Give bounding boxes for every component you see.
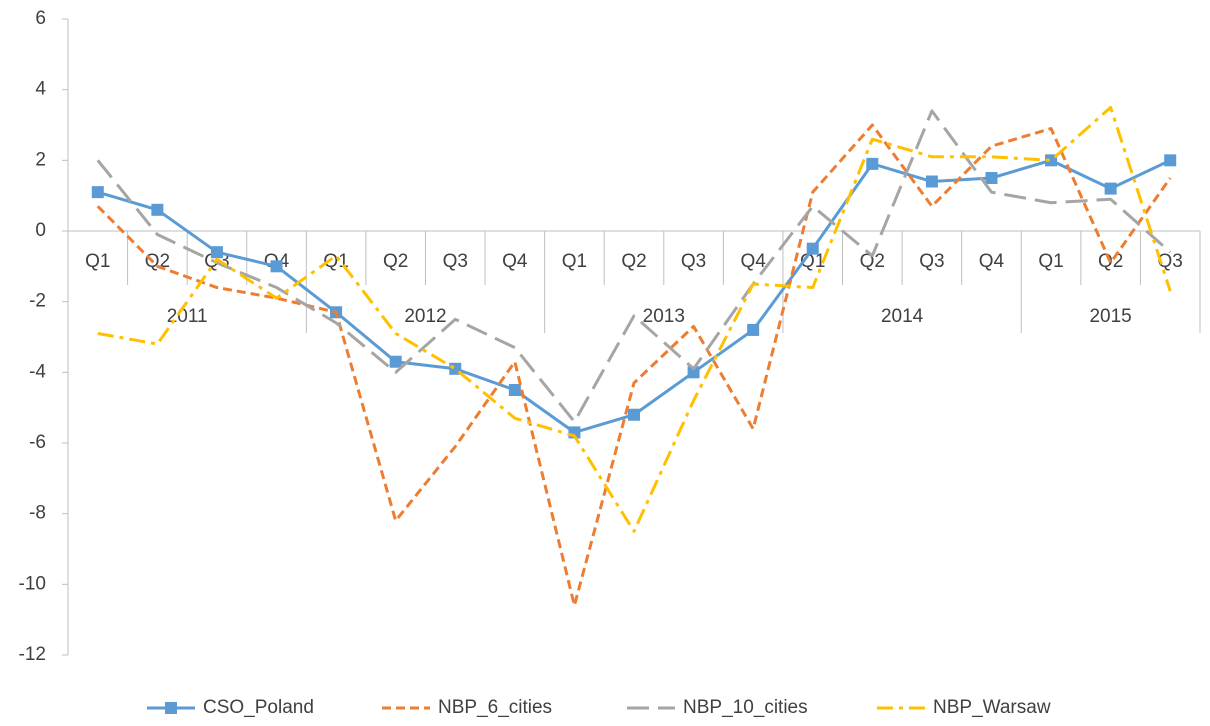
x-tick-label: Q2 (145, 251, 170, 272)
y-tick-label: -12 (19, 644, 46, 665)
x-group-label: 2012 (404, 306, 446, 327)
x-tick-label: Q2 (621, 251, 646, 272)
point-marker (925, 175, 938, 188)
point-marker (806, 242, 819, 255)
point-marker (687, 366, 700, 379)
y-tick-label: -8 (29, 503, 46, 524)
x-tick-label: Q4 (502, 251, 528, 272)
y-tick-label: 4 (35, 79, 46, 100)
y-tick-label: -6 (29, 432, 46, 453)
x-tick-label: Q3 (443, 251, 468, 272)
point-marker (1164, 154, 1177, 167)
x-tick-label: Q2 (860, 251, 885, 272)
y-tick-label: -2 (29, 291, 46, 312)
legend-label: NBP_6_cities (438, 697, 552, 718)
x-tick-label: Q3 (681, 251, 706, 272)
x-tick-label: Q2 (383, 251, 408, 272)
x-tick-label: Q4 (740, 251, 766, 272)
legend-label: CSO_Poland (203, 697, 314, 718)
point-marker (1045, 154, 1058, 167)
point-marker (747, 323, 760, 336)
x-tick-label: Q1 (323, 251, 348, 272)
x-tick-label: Q1 (1038, 251, 1063, 272)
y-tick-label: -4 (29, 361, 46, 382)
x-tick-label: Q3 (1158, 251, 1183, 272)
x-group-label: 2015 (1089, 306, 1131, 327)
series-line (97, 105, 1172, 533)
legend-label: NBP_10_cities (683, 697, 808, 718)
y-tick-label: -10 (19, 573, 46, 594)
x-tick-label: Q3 (919, 251, 944, 272)
point-marker (270, 260, 283, 273)
legend-marker (165, 702, 177, 714)
point-marker (210, 246, 223, 259)
x-tick-label: Q4 (979, 251, 1005, 272)
point-marker (508, 384, 521, 396)
series-line (96, 109, 1172, 424)
point-marker (151, 203, 164, 216)
x-group-label: 2013 (643, 306, 685, 327)
point-marker (389, 355, 402, 368)
point-marker (628, 408, 640, 421)
x-tick-label: Q1 (562, 251, 587, 272)
y-tick-label: 6 (35, 8, 46, 29)
point-marker (1104, 182, 1117, 195)
x-group-label: 2011 (167, 306, 208, 327)
point-marker (985, 172, 998, 184)
x-group-label: 2014 (881, 306, 924, 327)
series-line (96, 123, 1172, 608)
y-tick-label: 0 (35, 220, 46, 241)
y-tick-label: 2 (35, 149, 46, 170)
point-marker (866, 157, 879, 170)
point-marker (91, 186, 104, 199)
x-tick-label: Q1 (85, 251, 110, 272)
legend-label: NBP_Warsaw (933, 697, 1051, 718)
